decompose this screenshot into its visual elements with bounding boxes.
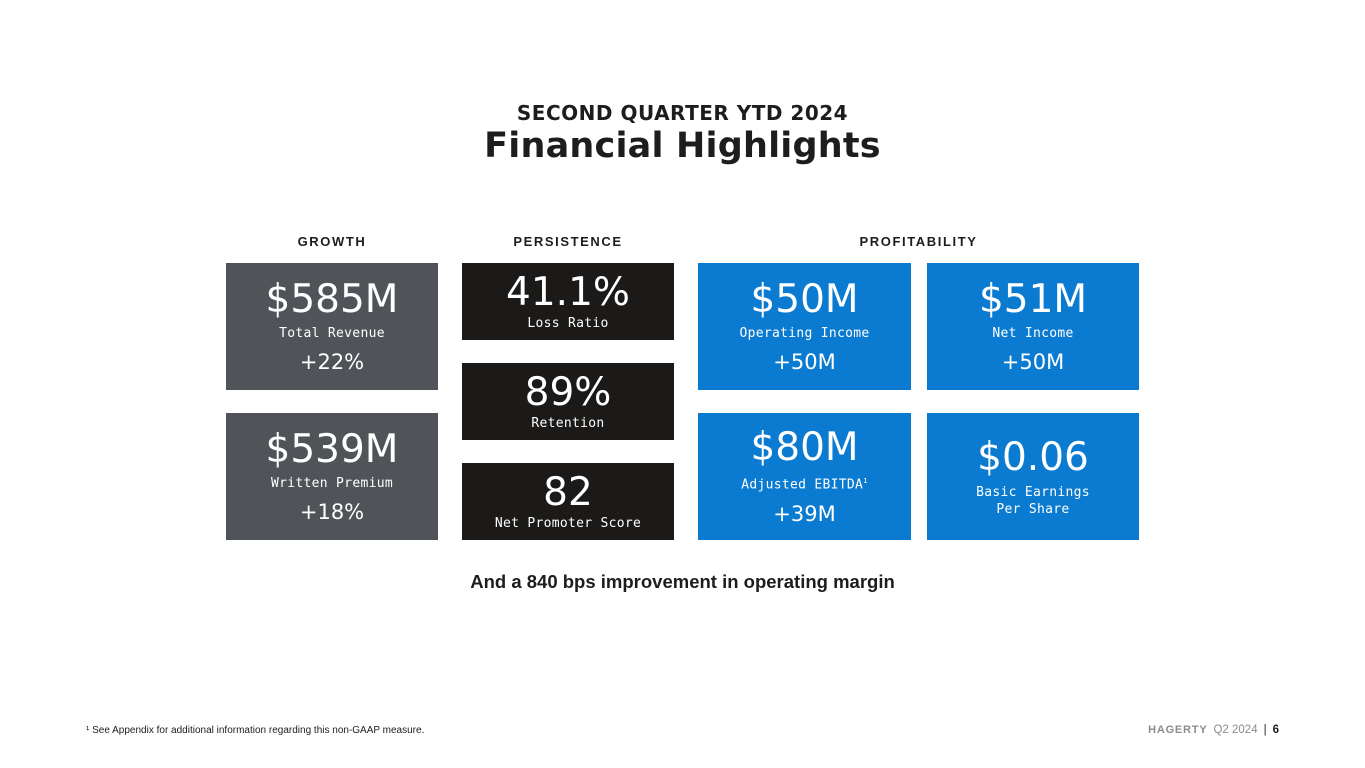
slide-subtitle: SECOND QUARTER YTD 2024	[516, 101, 849, 125]
metric-label: Operating Income	[739, 326, 870, 341]
metric-label: Written Premium	[271, 476, 393, 491]
metric-label-line2: Per Share	[996, 501, 1070, 517]
metric-label: Total Revenue	[279, 326, 385, 341]
card-total-revenue: $585M Total Revenue +22%	[226, 263, 438, 390]
card-basic-eps: $0.06 Basic Earnings Per Share	[927, 413, 1139, 540]
slide-title: Financial Highlights	[484, 126, 881, 166]
metric-label-text: Adjusted EBITDA	[741, 477, 864, 493]
footer-period: Q2 2024	[1213, 724, 1258, 736]
section-label-persistence: PERSISTENCE	[513, 234, 623, 249]
metric-label: Retention	[531, 416, 605, 431]
metric-label: Loss Ratio	[527, 316, 609, 331]
metric-value: $50M	[750, 277, 859, 322]
slide-footer: HAGERTY Q2 2024 | 6	[1148, 724, 1279, 736]
footnote: ¹ See Appendix for additional informatio…	[86, 725, 425, 736]
page-number: 6	[1272, 724, 1279, 736]
footer-separator: |	[1263, 724, 1267, 736]
metric-change: +18%	[299, 500, 365, 524]
metric-change: +50M	[1001, 350, 1065, 374]
metric-label-line1: Basic Earnings	[976, 484, 1090, 500]
card-loss-ratio: 41.1% Loss Ratio	[462, 263, 674, 340]
card-retention: 89% Retention	[462, 363, 674, 440]
metric-change: +22%	[299, 350, 365, 374]
card-net-promoter-score: 82 Net Promoter Score	[462, 463, 674, 540]
metric-value: 89%	[524, 370, 612, 415]
metric-value: $80M	[750, 425, 859, 471]
metric-label: Net Promoter Score	[494, 516, 642, 531]
metric-label: Net Income	[992, 326, 1074, 341]
metric-value: $585M	[265, 277, 399, 322]
section-label-growth: GROWTH	[297, 234, 367, 249]
brand-logo: HAGERTY	[1148, 724, 1208, 736]
card-written-premium: $539M Written Premium +18%	[226, 413, 438, 540]
card-operating-income: $50M Operating Income +50M	[698, 263, 911, 390]
card-net-income: $51M Net Income +50M	[927, 263, 1139, 390]
metric-change: +39M	[773, 501, 836, 526]
metric-value: $539M	[265, 427, 399, 472]
tagline: And a 840 bps improvement in operating m…	[470, 571, 895, 592]
metric-value: $0.06	[977, 434, 1089, 480]
footnote-marker: 1	[863, 477, 868, 486]
section-label-profitability: PROFITABILITY	[859, 234, 978, 249]
metric-change: +50M	[773, 350, 836, 374]
metric-value: $51M	[978, 277, 1088, 322]
metric-value: 82	[543, 470, 593, 515]
metric-label: Adjusted EBITDA1	[741, 473, 867, 493]
metric-value: 41.1%	[506, 270, 630, 315]
card-adjusted-ebitda: $80M Adjusted EBITDA1 +39M	[698, 413, 911, 540]
